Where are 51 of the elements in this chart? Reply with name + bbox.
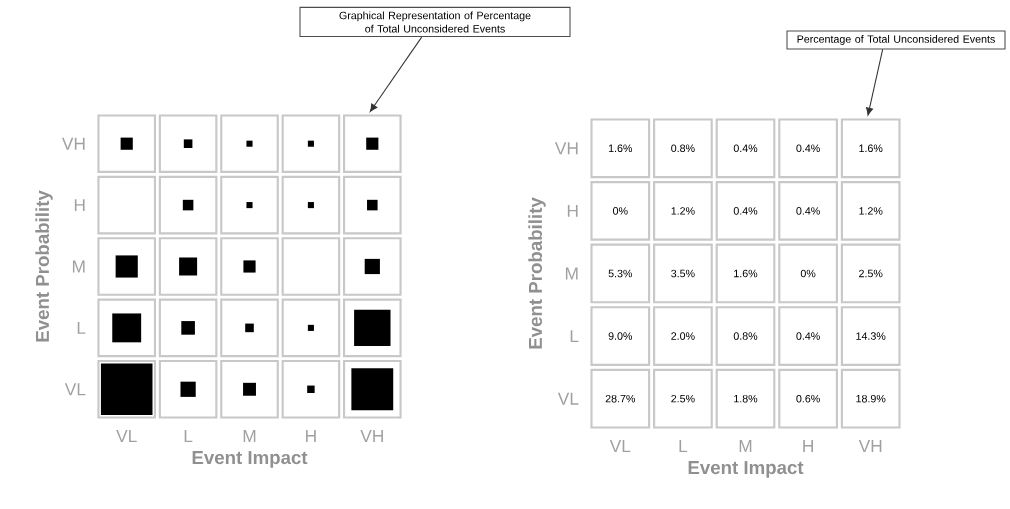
y-axis-title: Event Probability	[528, 197, 546, 349]
data-label: 3.5%	[671, 269, 695, 278]
data-label: 2.5%	[859, 269, 883, 278]
data-label: 1.8%	[734, 394, 758, 403]
data-label: 0.4%	[733, 207, 758, 215]
y-tick-label: VH	[554, 142, 578, 155]
data-label: 1.6%	[859, 144, 883, 153]
x-tick-label: VH	[858, 440, 882, 452]
y-tick-label: H	[567, 204, 578, 217]
y-tick-label: L	[570, 330, 579, 343]
data-label: 0.4%	[796, 332, 820, 340]
text: Graphical Representation of Percentage of Total Unconsidered Events	[339, 11, 531, 33]
text: Event Probability	[35, 190, 53, 342]
data-label: 14.3%	[856, 332, 886, 340]
x-tick-label: M	[739, 440, 752, 452]
data-label: 0.6%	[796, 394, 820, 403]
data-label: 18.9%	[856, 394, 886, 403]
y-tick-label: VL	[557, 392, 579, 405]
data-label: 0.8%	[671, 144, 695, 153]
x-axis-title: Event Impact	[688, 461, 804, 478]
data-label: 0.4%	[733, 144, 758, 153]
data-label: 1.2%	[671, 207, 695, 215]
data-label: 1.6%	[608, 144, 633, 153]
category-label: L	[184, 430, 193, 442]
category-label: H	[306, 430, 316, 442]
data-label: 5.3%	[608, 269, 633, 278]
category-label: VL	[116, 430, 137, 442]
data-label: 1.6%	[734, 269, 758, 278]
data-label: 0%	[800, 269, 816, 278]
data-label: 0.4%	[796, 207, 820, 215]
category-label: VH	[360, 430, 383, 442]
category-label: VL	[64, 383, 86, 396]
category-label: M	[72, 260, 85, 273]
data-label: 0.4%	[796, 144, 820, 153]
category-label: VH	[61, 137, 85, 150]
x-tick-label: H	[803, 440, 813, 452]
data-label: 28.7%	[605, 394, 636, 403]
category-label: L	[77, 321, 86, 334]
category-label: H	[74, 199, 85, 212]
x-tick-label: VL	[609, 440, 631, 452]
data-label: 2.5%	[671, 394, 695, 403]
data-label: 9.0%	[608, 332, 633, 340]
data-label: 0.8%	[733, 332, 758, 340]
data-label: 1.2%	[859, 207, 883, 215]
data-label: 0%	[613, 207, 628, 215]
text: Event Impact	[192, 451, 308, 468]
data-label: 2.0%	[671, 332, 695, 340]
category-label: M	[243, 430, 256, 442]
text: Percentage of Total Unconsidered Events	[797, 35, 995, 45]
y-tick-label: M	[565, 267, 578, 280]
x-tick-label: L	[679, 440, 688, 452]
